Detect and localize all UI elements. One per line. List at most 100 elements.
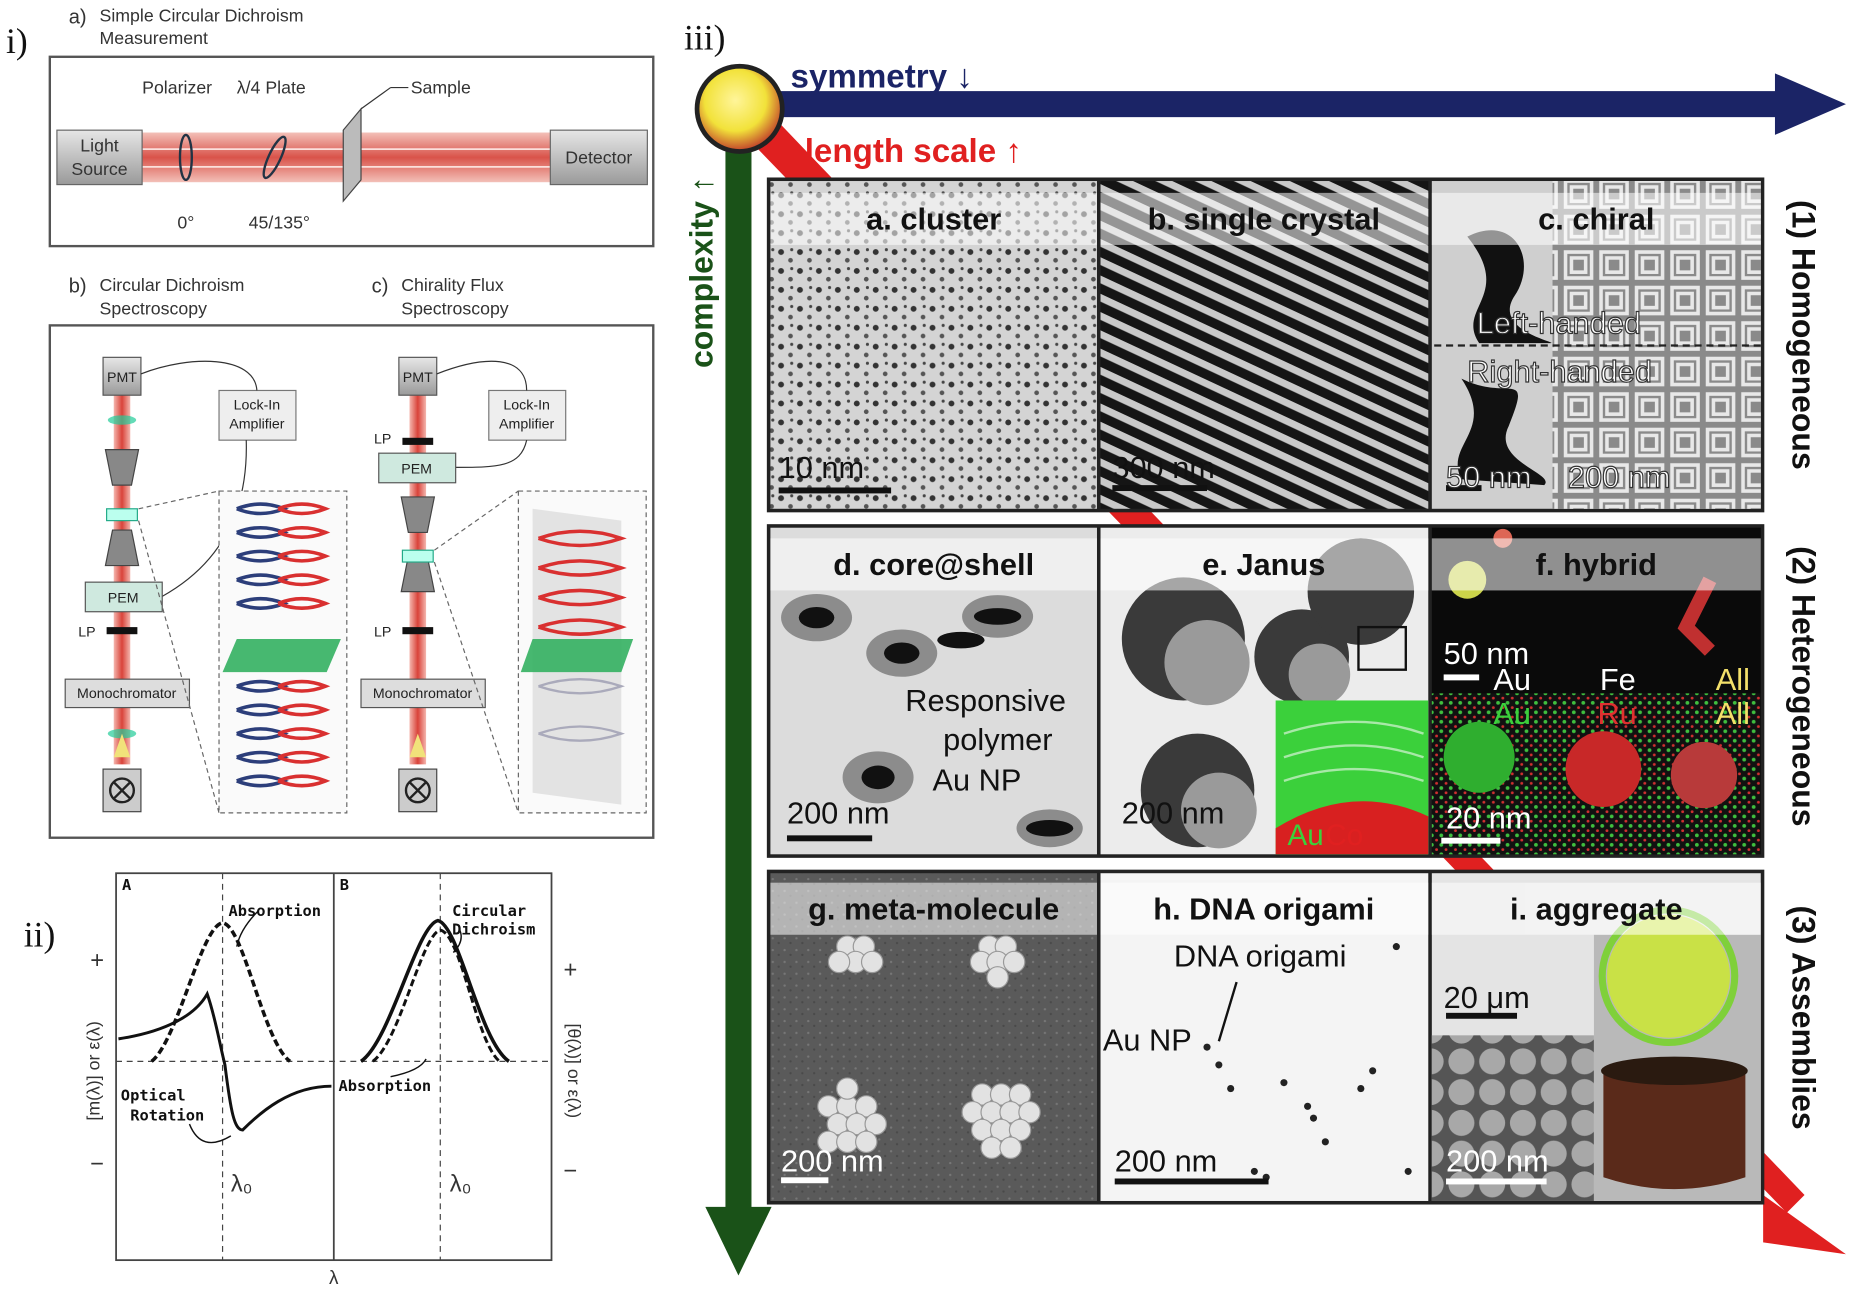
sub-label: b) bbox=[69, 275, 87, 297]
scale-bars bbox=[778, 485, 1547, 1185]
annotation: Optical bbox=[121, 1086, 186, 1104]
setup-bc-line bbox=[433, 561, 519, 814]
label: 45/135° bbox=[249, 212, 310, 232]
tile-title: i. aggregate bbox=[1510, 891, 1683, 926]
setup-bc-line bbox=[137, 520, 220, 814]
label: PMT bbox=[403, 370, 433, 386]
tile-backgrounds-g-circle bbox=[999, 1136, 1022, 1159]
tile-title: c. chiral bbox=[1538, 202, 1654, 237]
tile-backgrounds-g-ellipse bbox=[883, 642, 920, 664]
annotation: Fe bbox=[1600, 662, 1636, 697]
panel-label: ii) bbox=[24, 915, 56, 955]
annotation: Responsive bbox=[905, 683, 1066, 718]
tile-backgrounds-g bbox=[798, 606, 1074, 837]
panel-ii: ii) A B Absorption Optical Rotation Circ… bbox=[24, 872, 584, 1289]
tile-backgrounds-g bbox=[817, 935, 1041, 1159]
annotation: Au bbox=[1493, 696, 1531, 731]
setup-bc-path bbox=[140, 360, 258, 391]
tile-backgrounds-g-circle bbox=[1215, 1061, 1223, 1069]
tile-backgrounds-g-ellipse bbox=[861, 765, 895, 790]
annotation: Absorption bbox=[339, 1077, 432, 1095]
tile-title: e. Janus bbox=[1202, 547, 1325, 582]
label: Amplifier bbox=[499, 416, 554, 432]
setup-bc-line bbox=[138, 490, 220, 510]
tile-backgrounds-circle bbox=[1606, 914, 1731, 1038]
panel-i: i) a) Simple Circular Dichroism Measurem… bbox=[6, 5, 655, 839]
tile-backgrounds-g-circle bbox=[1404, 1167, 1412, 1175]
tile-backgrounds-g-circle bbox=[1369, 1067, 1377, 1075]
annotation: Absorption bbox=[228, 902, 321, 920]
setup-bc-path bbox=[409, 733, 427, 758]
setup-a-ellipse bbox=[262, 135, 287, 180]
sign: + bbox=[564, 957, 578, 983]
panel-label: iii) bbox=[684, 18, 725, 58]
setup-bc-rect bbox=[401, 549, 434, 563]
setup-bc-rect bbox=[102, 356, 142, 396]
tile-backgrounds-g-circle bbox=[1227, 1085, 1235, 1093]
scale-bars-rect bbox=[1446, 1012, 1518, 1019]
tile-title: a. cluster bbox=[866, 202, 1001, 237]
tile-backgrounds-g-circle bbox=[1008, 1083, 1032, 1106]
scale-label: 20 nm bbox=[1446, 800, 1531, 835]
setup-bc-path bbox=[112, 781, 132, 800]
tile-backgrounds-path bbox=[1467, 230, 1552, 344]
title-bands-rect bbox=[1100, 538, 1429, 591]
setup-bc-path bbox=[538, 677, 625, 742]
tile-backgrounds-g-circle bbox=[1008, 1118, 1032, 1142]
sub-label: c) bbox=[372, 275, 389, 297]
annotation: λ₀ bbox=[450, 1172, 472, 1198]
label: Sample bbox=[411, 77, 471, 97]
axes-arrows-rect bbox=[745, 91, 1787, 118]
label: LP bbox=[374, 432, 391, 448]
annotation: Au NP bbox=[933, 762, 1022, 797]
sub-title: Circular Dichroism bbox=[100, 275, 245, 295]
tile-backgrounds-g-circle bbox=[1321, 1138, 1329, 1146]
annotation: Au bbox=[1287, 819, 1323, 852]
tile-backgrounds-g-ellipse bbox=[937, 631, 985, 649]
annotation: Au NP bbox=[1103, 1023, 1192, 1058]
tile-backgrounds-g-circle bbox=[1203, 1043, 1211, 1051]
tile-backgrounds-g-circle bbox=[1018, 1100, 1041, 1124]
title-bands-rect bbox=[770, 192, 1097, 245]
x-label: λ bbox=[329, 1268, 339, 1289]
title-bands-rect bbox=[1431, 882, 1761, 935]
sub-title: Simple Circular Dichroism bbox=[100, 5, 304, 25]
scale-label: 200 nm bbox=[1446, 1143, 1549, 1178]
setup-bc-rect bbox=[64, 678, 191, 709]
setup-a bbox=[48, 55, 655, 248]
tile-backgrounds-ellipse bbox=[1601, 1056, 1748, 1086]
title-bands-rect bbox=[1100, 882, 1429, 935]
setup-a-rect bbox=[56, 129, 143, 186]
setup-bc-circle bbox=[404, 777, 431, 804]
label: Lock-In bbox=[234, 397, 281, 413]
sub-title: Spectroscopy bbox=[100, 299, 208, 319]
tile-backgrounds-circle bbox=[1565, 731, 1642, 807]
setup-bc-path bbox=[277, 502, 331, 788]
setup-bc-rect bbox=[402, 627, 434, 635]
panel-iii: iii) symmetry ↓ length scale ↑ complexit… bbox=[683, 18, 1846, 1276]
setup-bc-line bbox=[434, 490, 519, 551]
setup-a-rect bbox=[549, 129, 648, 186]
scale-bars-rect bbox=[781, 1177, 829, 1184]
tile-backgrounds-g-circle bbox=[1280, 1079, 1288, 1087]
scale-bars-rect bbox=[1112, 485, 1208, 492]
setup-bc-rect bbox=[360, 678, 486, 709]
sub-title: Chirality Flux bbox=[401, 275, 504, 295]
setup-bc-rect bbox=[488, 389, 567, 441]
setup-a-line bbox=[360, 87, 391, 110]
label: Amplifier bbox=[229, 416, 284, 432]
tile-title: g. meta-molecule bbox=[808, 891, 1059, 926]
tile-backgrounds-circle bbox=[1443, 721, 1515, 793]
tile-backgrounds-circle bbox=[1670, 741, 1738, 809]
title-bands-rect bbox=[1431, 192, 1761, 245]
setup-bc-rect bbox=[398, 356, 438, 396]
tile-backgrounds-g-circle bbox=[1392, 943, 1400, 951]
setup-bc-path bbox=[104, 529, 140, 567]
tile-backgrounds-g-circle bbox=[827, 950, 851, 974]
scale-label: 200 nm bbox=[787, 796, 890, 831]
y-label: [m(λ)] or ε(λ) bbox=[84, 1021, 104, 1121]
axis-label: length scale ↑ bbox=[805, 133, 1022, 170]
tile-backgrounds-g-circle bbox=[1250, 1167, 1258, 1175]
annotation: Circular bbox=[452, 902, 526, 920]
